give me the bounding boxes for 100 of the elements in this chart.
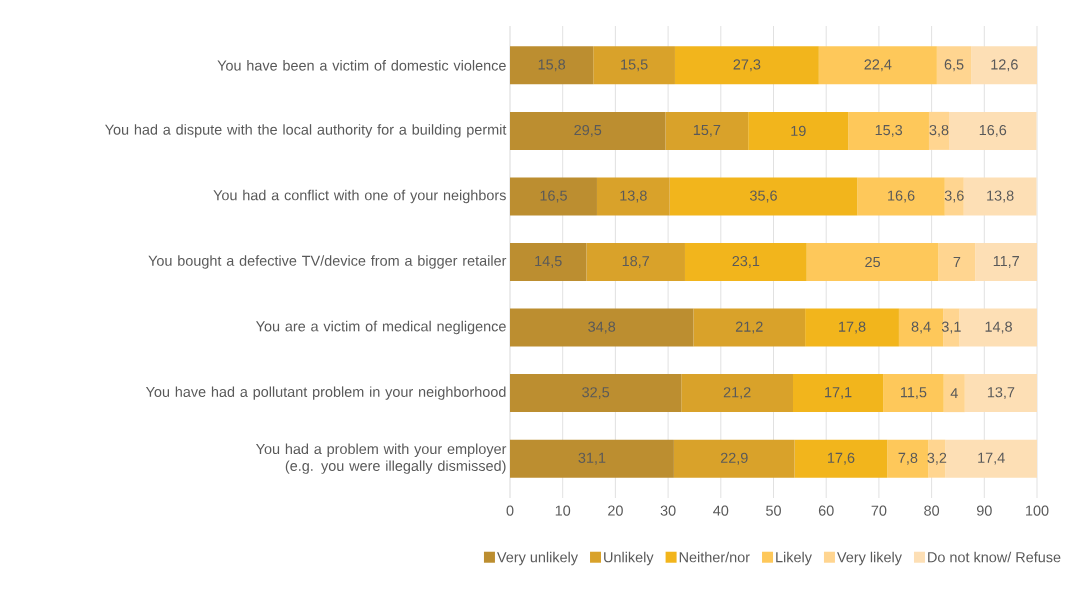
bar: [959, 308, 1037, 347]
bar: [938, 242, 976, 282]
data-label: 31,1: [578, 452, 606, 465]
data-label: 13,8: [620, 190, 647, 203]
data-label: 23,1: [732, 256, 760, 268]
data-label: 3,8: [929, 124, 949, 137]
data-label: 8,4: [911, 321, 931, 334]
bar: [964, 374, 1037, 413]
y-tick-label: You had a dispute with the local authority for a building permit: [105, 124, 507, 138]
bar: [928, 111, 949, 150]
bar: [887, 439, 929, 478]
bar: [510, 177, 597, 216]
data-label: 16,5: [540, 190, 567, 203]
bar: [596, 177, 670, 216]
data-label: 17,6: [828, 452, 855, 465]
data-label: 32,5: [582, 387, 610, 400]
legend-label: Very likely: [837, 551, 902, 566]
data-label: 15,3: [875, 124, 903, 137]
data-label: 13,8: [987, 190, 1014, 203]
data-label: 12,6: [991, 59, 1018, 72]
data-label: 16,6: [888, 190, 915, 203]
bar: [674, 46, 819, 85]
data-label: 3,6: [944, 190, 964, 203]
data-label: 14,5: [535, 256, 562, 268]
bar: [793, 374, 884, 413]
bar: [510, 242, 587, 282]
bar: [510, 111, 666, 150]
data-label: 3,1: [941, 321, 961, 334]
bar: [805, 308, 899, 347]
bar: [510, 308, 694, 347]
legend-label: Do not know/ Refuse: [928, 551, 1061, 563]
data-label: 29,5: [574, 124, 602, 137]
data-label: 11,5: [901, 387, 927, 399]
bar: [848, 111, 929, 150]
y-tick-label: You have had a pollutant problem in your neighborhood: [145, 386, 506, 400]
x-tick-label: 90: [976, 505, 992, 516]
bar: [794, 439, 888, 478]
data-label: 17,4: [978, 452, 1005, 465]
bar: [975, 242, 1037, 282]
x-tick-label: 80: [924, 505, 940, 516]
bar: [971, 46, 1037, 85]
bar: [684, 242, 807, 282]
bar: [665, 111, 749, 150]
data-label: 13,7: [987, 387, 1015, 400]
legend-label: Very unlikely: [497, 551, 578, 566]
y-tick-label: You are a victim of medical negligence: [255, 320, 506, 335]
bar: [593, 46, 675, 85]
bar: [944, 177, 964, 216]
bar: [806, 242, 939, 282]
data-label: 11,7: [993, 256, 1019, 268]
data-label: 18,7: [622, 256, 650, 268]
data-label: 15,8: [538, 59, 566, 72]
x-tick-label: 20: [608, 505, 623, 516]
data-label: 16,6: [979, 124, 1007, 137]
data-label: 22,4: [864, 59, 892, 72]
data-label: 7: [953, 257, 961, 267]
data-label: 21,2: [735, 321, 763, 334]
x-tick-label: 30: [660, 505, 676, 516]
bar: [943, 374, 965, 413]
y-tick-label: You had a problem with your employer (e.g. you were illegally dismissed): [255, 443, 507, 474]
data-label: 25: [865, 256, 881, 268]
bar: [936, 46, 972, 85]
bar: [963, 177, 1037, 216]
data-label: 4: [950, 388, 958, 399]
data-label: 14,8: [985, 321, 1012, 334]
bar: [857, 177, 945, 216]
data-label: 7,8: [898, 452, 918, 465]
data-label: 17,1: [825, 387, 852, 399]
bar: [586, 242, 685, 282]
data-label: 15,7: [693, 125, 721, 137]
bar: [748, 111, 849, 150]
y-tick-label: You bought a defective TV/device from a bigger retailer: [148, 255, 507, 269]
data-label: 22,9: [720, 452, 748, 465]
bar: [949, 111, 1037, 150]
data-label: 3,2: [927, 452, 947, 465]
legend-label: Unlikely: [604, 551, 654, 566]
bar: [928, 439, 946, 478]
bar: [898, 308, 944, 347]
x-tick-label: 100: [1026, 505, 1049, 516]
bar: [510, 46, 594, 85]
x-tick-label: 40: [713, 505, 729, 516]
bar: [818, 46, 937, 85]
data-label: 17,8: [839, 321, 866, 334]
x-tick-label: 10: [555, 505, 571, 516]
bar: [669, 177, 858, 216]
data-label: 6,5: [944, 59, 964, 72]
bar: [945, 439, 1037, 478]
data-label: 15,5: [621, 59, 648, 72]
bar: [510, 439, 674, 478]
data-label: 35,6: [749, 190, 777, 203]
y-tick-label: You have been a victim of domestic violence: [217, 60, 506, 71]
data-label: 19: [791, 125, 806, 136]
bar: [943, 308, 960, 347]
y-tick-label: You had a conflict with one of your neighbors: [213, 189, 506, 204]
x-tick-label: 50: [766, 505, 781, 516]
x-tick-label: 60: [818, 505, 834, 516]
bar: [673, 439, 795, 478]
data-label: 34,8: [588, 321, 616, 334]
bar: [883, 374, 944, 413]
legend-label: Neither/nor: [679, 551, 750, 563]
